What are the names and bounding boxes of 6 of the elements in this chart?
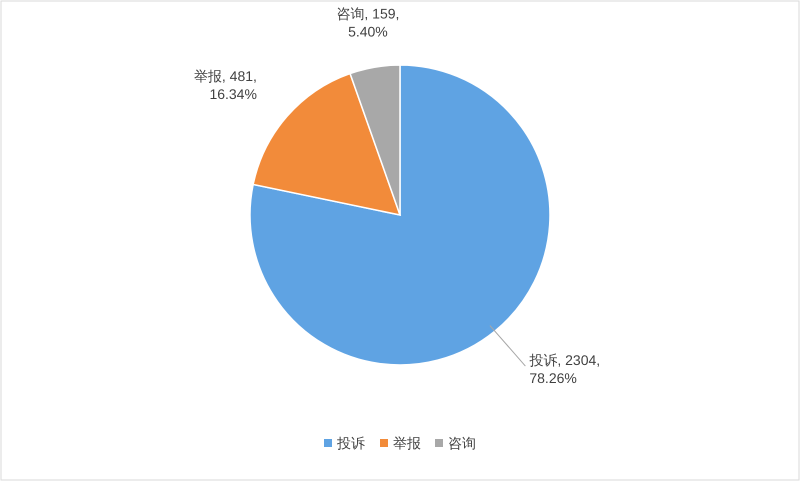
legend-label: 咨询 bbox=[448, 435, 476, 451]
data-label: 投诉, 2304, 78.26% bbox=[528, 352, 600, 386]
data-label: 举报, 481, 16.34% bbox=[194, 68, 257, 102]
legend-label: 举报 bbox=[393, 435, 421, 451]
data-label: 咨询, 159, 5.40% bbox=[336, 6, 400, 40]
legend-label: 投诉 bbox=[336, 435, 365, 451]
